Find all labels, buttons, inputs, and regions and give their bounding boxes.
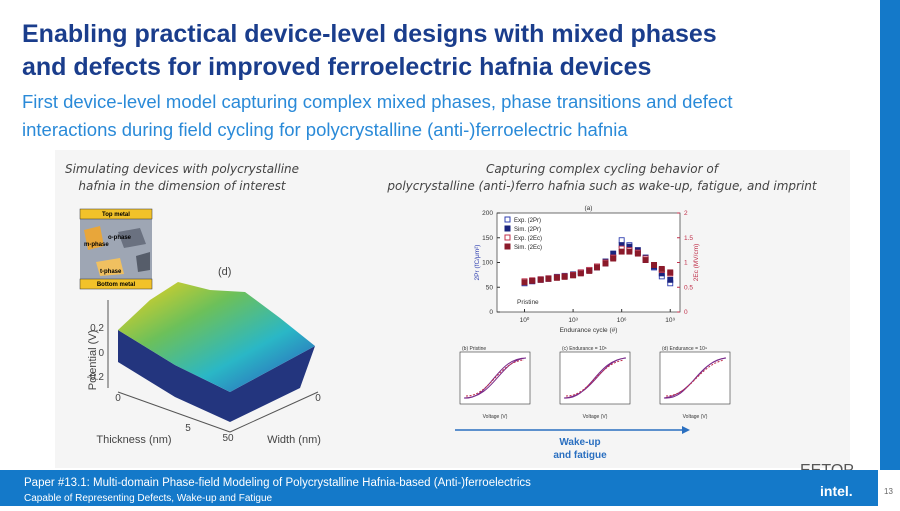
legend-marker (504, 234, 511, 241)
page-number: 13 (884, 487, 893, 496)
hysteresis-x-label: Voltage (V) (583, 414, 608, 420)
hysteresis-title: (b) Pristine (462, 346, 486, 352)
plot-area (496, 212, 681, 313)
y-tick-label: 100 (482, 260, 493, 267)
legend-label: Sim. (2Ec) (514, 245, 542, 251)
title: Enabling practical device-level designs … (22, 20, 717, 48)
axis-label: Width (nm) (267, 434, 321, 446)
caption: hafnia in the dimension of interest (78, 179, 287, 193)
footer-bar (0, 470, 878, 506)
y-axis-label: 2Pr (fC/μm²) (474, 245, 481, 281)
endurance-chart: 0 50 100 150 200 0 0.5 1 1.5 2 10⁰ 10³ 10⁶ 10⁹ Enduran… (474, 205, 700, 334)
marker (577, 270, 584, 277)
legend-marker (504, 216, 511, 223)
marker (626, 248, 633, 255)
caption: polycrystalline (anti-)ferro hafnia such… (386, 179, 817, 193)
marker (545, 275, 552, 282)
legend-marker (504, 243, 511, 250)
annotation: Pristine (517, 299, 539, 306)
marker (642, 257, 649, 263)
y-tick-label: 200 (482, 210, 493, 217)
inset-label: o-phase (108, 235, 132, 241)
marker (553, 274, 560, 281)
axis-label: Potential (V) (87, 330, 99, 391)
marker (618, 248, 625, 255)
marker (651, 262, 658, 268)
tick-label: 0 (315, 393, 321, 404)
marker (529, 277, 536, 284)
loop (463, 357, 527, 399)
x-tick-label: 10⁰ (520, 316, 530, 324)
inset-label: t-phase (100, 269, 122, 275)
inset-label: Bottom metal (97, 282, 136, 288)
loop (563, 357, 627, 399)
hysteresis-x-label: Voltage (V) (683, 414, 708, 420)
legend-marker (504, 225, 511, 232)
inset-label: Top metal (102, 212, 130, 218)
tick-label: 50 (222, 433, 234, 444)
legend-label: Exp. (2Pr) (514, 218, 541, 224)
arrow-head (682, 426, 690, 434)
legend-label: Exp. (2Ec) (514, 236, 542, 242)
marker (634, 250, 641, 257)
side-bar (880, 0, 900, 470)
marker (610, 255, 617, 262)
subtitle: interactions during field cycling for po… (22, 119, 628, 140)
panel-label: (d) (218, 266, 231, 278)
marker (561, 273, 568, 280)
y2-axis-label: 2Ec (MV/cm) (693, 244, 700, 282)
tick-label: 0 (115, 393, 121, 404)
marker (570, 272, 577, 279)
marker (537, 276, 544, 283)
marker (667, 276, 674, 283)
tick-label: 0.2 (90, 323, 104, 334)
tick-label: 5 (185, 423, 191, 434)
y-tick-label: 150 (482, 235, 493, 242)
x-tick-label: 10⁶ (617, 317, 627, 324)
x-axis-label: Endurance cycle (#) (560, 327, 618, 334)
y2-tick-label: 1.5 (684, 235, 693, 242)
x-tick-label: 10⁹ (665, 317, 675, 324)
tick-label: -0.2 (87, 372, 105, 383)
surface-plot: (d) Potential (V) 0.2 0 -0.2 0 5 Thickne… (87, 266, 321, 446)
axis-label: Thickness (nm) (96, 434, 171, 446)
inset: Top metal o-phase m-phase t-phase Bottom… (79, 208, 153, 290)
legend-label: Sim. (2Pr) (514, 227, 541, 233)
marker (618, 237, 625, 244)
marker (586, 267, 593, 274)
subtitle: First device-level model capturing compl… (22, 91, 733, 112)
y-tick-label: 50 (486, 284, 494, 291)
footer-text: Paper #13.1: Multi-domain Phase-field Mo… (24, 477, 531, 489)
arrow-label: Wake-up (559, 437, 600, 448)
y2-tick-label: 0.5 (684, 284, 693, 291)
marker (658, 265, 665, 272)
hysteresis-x-label: Voltage (V) (483, 414, 508, 420)
marker (521, 279, 528, 286)
marker (594, 264, 600, 271)
marker (602, 260, 609, 267)
caption: Simulating devices with polycrystalline (65, 162, 299, 176)
y-tick-label: 0 (489, 309, 493, 316)
hysteresis-title: (c) Endurance = 10⁶ (562, 346, 607, 352)
panel-label: (a) (585, 205, 593, 212)
y2-tick-label: 1 (684, 260, 688, 267)
footer-text: Capable of Representing Defects, Wake-up… (24, 493, 273, 504)
y2-tick-label: 0 (684, 309, 688, 316)
hysteresis-panels: (b) Pristine Voltage (V) (c) Endurance = 1… (459, 346, 731, 420)
inset-label: m-phase (84, 242, 109, 248)
y2-tick-label: 2 (684, 210, 688, 217)
tick-label: 0 (98, 348, 104, 359)
marker (667, 269, 674, 276)
arrow-label: and fatigue (553, 450, 607, 461)
x-tick-label: 10³ (568, 317, 578, 324)
title: and defects for improved ferroelectric h… (22, 53, 651, 81)
hysteresis-title: (d) Endurance = 10⁹ (662, 346, 707, 352)
caption: Capturing complex cycling behavior of (486, 162, 720, 176)
loop (665, 359, 725, 397)
logo: intel. (820, 483, 853, 499)
